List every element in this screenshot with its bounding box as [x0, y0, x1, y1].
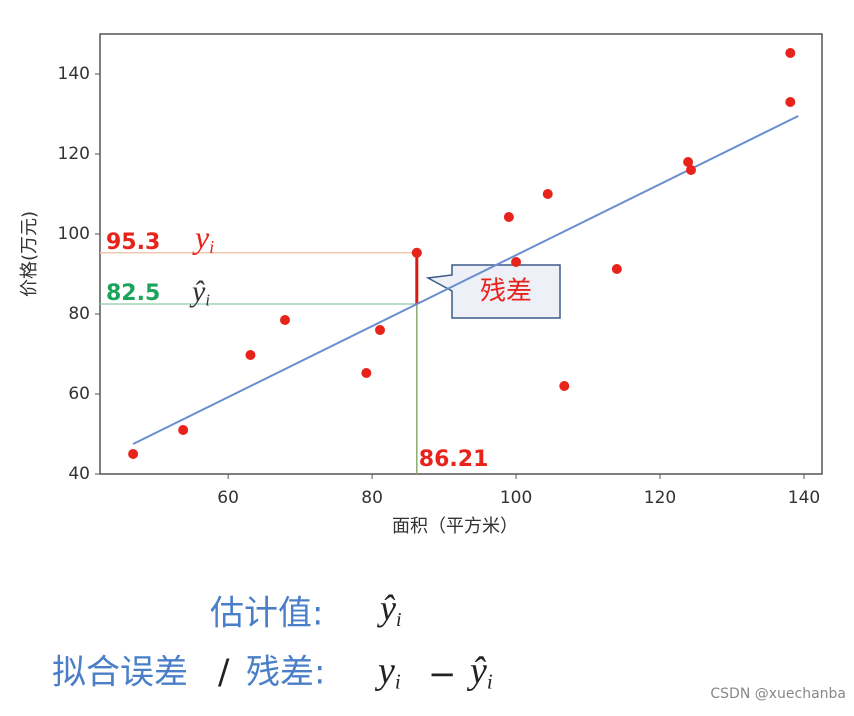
res-y-symbol: y: [374, 650, 395, 692]
point: [511, 257, 522, 267]
x-axis-label: 面积（平方米）: [392, 516, 518, 537]
y-tick-label: 140: [58, 64, 90, 84]
point: [611, 264, 622, 274]
x-tick-label: 140: [788, 488, 820, 508]
x-tick-label: 80: [361, 488, 383, 508]
y-axis-label: 价格(万元): [19, 211, 40, 297]
point: [542, 189, 553, 199]
res-yhat-symbol: ŷ: [466, 650, 487, 692]
callout: 残差: [425, 264, 561, 319]
estimate-symbol-symbol: ŷ: [377, 588, 396, 628]
yhat-symbol-symbol: ŷ: [189, 275, 206, 308]
point: [683, 157, 694, 167]
point: [685, 165, 696, 175]
point: [375, 325, 386, 335]
slash: /: [218, 653, 230, 693]
plot-frame: [99, 33, 823, 475]
x-tick-label: 60: [217, 488, 239, 508]
y-tick-label: 60: [68, 384, 90, 404]
y-symbol-subscript: i: [209, 237, 214, 257]
minus: −: [428, 655, 457, 695]
yhat-symbol: ŷi: [189, 275, 210, 309]
y-tick-label: 80: [68, 304, 90, 324]
x-tick-label: 100: [500, 488, 532, 508]
y-symbol: yi: [192, 219, 214, 257]
res-yhat-subscript: i: [487, 669, 493, 693]
residual-label-1: 拟合误差: [52, 653, 188, 693]
point: [178, 425, 189, 435]
y-tick-label: 40: [68, 464, 90, 484]
point: [503, 212, 514, 222]
estimate-symbol-subscript: i: [396, 609, 402, 631]
residual-label-2: 残差:: [246, 653, 325, 693]
point: [785, 48, 796, 58]
point: [411, 247, 422, 258]
watermark: CSDN @xuechanba: [710, 686, 846, 702]
y-tick-label: 100: [58, 224, 90, 244]
estimate-label: 估计值:: [210, 594, 323, 634]
x-tick-label: 120: [644, 488, 676, 508]
fit-line: [132, 115, 799, 445]
estimate-symbol: ŷi: [377, 588, 401, 630]
point: [785, 97, 796, 107]
point: [128, 449, 139, 459]
y-symbol-symbol: y: [192, 219, 210, 255]
point: [559, 381, 570, 391]
point: [279, 315, 290, 325]
res-y-subscript: i: [395, 669, 401, 693]
yhat-value-label: 82.5: [106, 281, 160, 306]
x-value-label: 86.21: [419, 447, 489, 472]
point: [245, 350, 256, 360]
point: [361, 368, 372, 378]
callout-box: [425, 264, 561, 319]
callout-text: 残差: [480, 277, 532, 307]
res-y: yi: [374, 650, 401, 694]
res-yhat: ŷi: [466, 650, 493, 694]
yhat-symbol-subscript: i: [205, 290, 210, 309]
y-value-label: 95.3: [106, 230, 160, 255]
y-tick-label: 120: [58, 144, 90, 164]
